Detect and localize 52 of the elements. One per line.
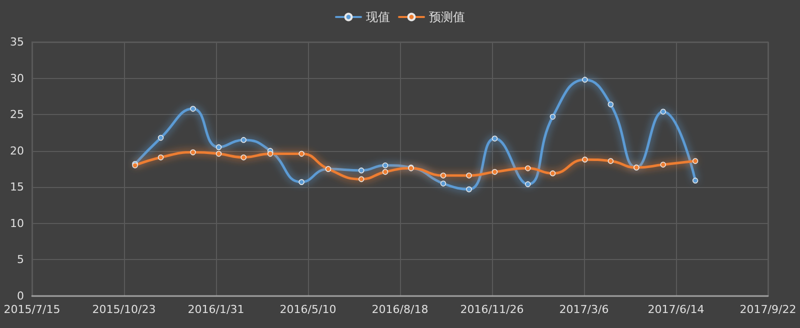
- y-tick-label: 20: [10, 144, 24, 158]
- point: [582, 156, 588, 162]
- point: [298, 150, 304, 157]
- y-tick-label: 25: [10, 108, 24, 122]
- point: [466, 172, 472, 178]
- point: [240, 137, 246, 143]
- point: [466, 186, 472, 192]
- y-tick-label: 0: [17, 290, 24, 302]
- point: [524, 165, 531, 172]
- point: [358, 168, 364, 174]
- point: [190, 106, 196, 112]
- point: [550, 170, 556, 176]
- point: [492, 136, 498, 142]
- point: [550, 114, 556, 120]
- legend-label: 现值: [366, 10, 390, 24]
- point: [382, 162, 388, 168]
- x-tick-label: 2016/5/10: [280, 303, 336, 316]
- y-tick-label: 15: [10, 180, 24, 194]
- point: [216, 144, 222, 150]
- x-tick-label: 2015/10/23: [92, 303, 156, 316]
- x-tick-label: 2016/11/26: [460, 303, 524, 316]
- y-tick-label: 10: [10, 216, 24, 230]
- point: [492, 169, 498, 175]
- point: [608, 102, 614, 108]
- point: [608, 158, 614, 164]
- point: [692, 178, 698, 184]
- point: [158, 154, 164, 160]
- legend-label: 预测值: [429, 10, 465, 24]
- point: [440, 172, 446, 178]
- x-tick-label: 2017/9/22: [740, 303, 796, 316]
- point: [240, 154, 246, 160]
- x-tick-label: 2017/3/6: [559, 303, 609, 316]
- point: [660, 108, 666, 115]
- point: [440, 180, 446, 186]
- point: [190, 149, 196, 156]
- point: [660, 162, 666, 168]
- y-tick-label: 35: [10, 36, 24, 48]
- y-tick-label: 5: [17, 253, 24, 266]
- point: [267, 150, 274, 157]
- point: [524, 181, 531, 188]
- x-tick-label: 2015/7/15: [4, 303, 60, 316]
- y-tick-label: 30: [10, 72, 24, 85]
- point: [382, 169, 388, 175]
- x-tick-label: 2017/6/14: [648, 303, 704, 316]
- point: [358, 176, 364, 182]
- point: [216, 150, 222, 157]
- point: [582, 76, 588, 83]
- point: [158, 134, 164, 141]
- x-tick-label: 2016/1/31: [188, 303, 244, 316]
- point: [298, 179, 304, 185]
- x-tick-label: 2016/8/18: [372, 303, 428, 316]
- point: [692, 158, 698, 164]
